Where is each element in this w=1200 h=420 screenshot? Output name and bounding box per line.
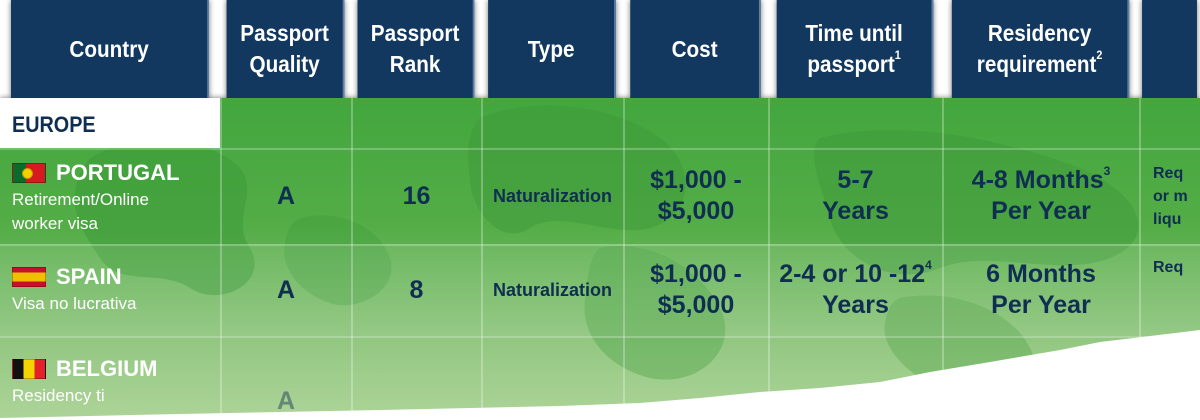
country-name: BELGIUM (56, 356, 158, 381)
cost: $1,000 - $5,000 (650, 166, 742, 225)
region-cell (0, 98, 220, 148)
passport-rank: 8 (409, 275, 424, 304)
belgium-flag-icon (12, 359, 46, 379)
type: Naturalization (492, 185, 612, 206)
time-until-passport: 5-7 Years (822, 166, 889, 225)
time-until-passport: 2-4 or 10 -124 Years (779, 258, 932, 319)
column-divider (1139, 98, 1141, 418)
column-divider (220, 98, 222, 418)
cut-off-cell: Req or m liqu (1153, 164, 1188, 228)
country-name: SPAIN (56, 264, 122, 289)
passport-quality: A (276, 275, 296, 304)
country-name: PORTUGAL (56, 160, 180, 185)
residency-requirement: 6 Months Per Year (986, 260, 1096, 319)
program-name: Retirement/Online worker visa (12, 190, 150, 233)
row-divider (0, 336, 1200, 338)
column-divider (768, 98, 770, 418)
program-name: Visa no lucrativa (12, 294, 137, 313)
header-type: Type (488, 0, 616, 98)
header-passport-rank: Passport Rank (357, 0, 475, 98)
row-divider (0, 244, 1200, 246)
header-passport-quality: Passport Quality (226, 0, 345, 98)
header-cut-off-column (1142, 0, 1197, 98)
header-cost: Cost (630, 0, 761, 98)
cut-off-cell: Req (1153, 259, 1184, 276)
passport-quality: A (276, 181, 296, 210)
type: Naturalization (492, 279, 612, 300)
passport-quality: A (276, 386, 296, 415)
column-divider (351, 98, 353, 418)
country-cell-portugal: PORTUGAL Retirement/Online worker visa (12, 160, 179, 236)
passport-rank: 16 (402, 181, 431, 210)
row-band-spain (0, 244, 1200, 336)
column-divider (623, 98, 625, 418)
row-divider (0, 148, 1200, 150)
header-time-until-passport: Time until passport1 (776, 0, 934, 98)
country-cell-spain: SPAIN Visa no lucrativa (12, 264, 136, 316)
program-name: Residency ti (12, 386, 105, 405)
table-header: Country Passport Quality Passport Rank Typ… (0, 0, 1200, 98)
cost: $1,000 - $5,000 (650, 260, 742, 319)
region-label: EUROPE (12, 112, 96, 137)
country-cell-belgium: BELGIUM Residency ti (12, 356, 157, 408)
header-residency-requirement: Residency requirement2 (951, 0, 1130, 98)
portugal-flag-icon (12, 163, 46, 183)
column-divider (942, 98, 944, 418)
residency-requirement: 4-8 Months3 Per Year (971, 164, 1111, 225)
row-band-belgium (0, 336, 1200, 418)
header-country: Country (11, 0, 209, 98)
column-divider (481, 98, 483, 418)
spain-flag-icon (12, 267, 46, 287)
